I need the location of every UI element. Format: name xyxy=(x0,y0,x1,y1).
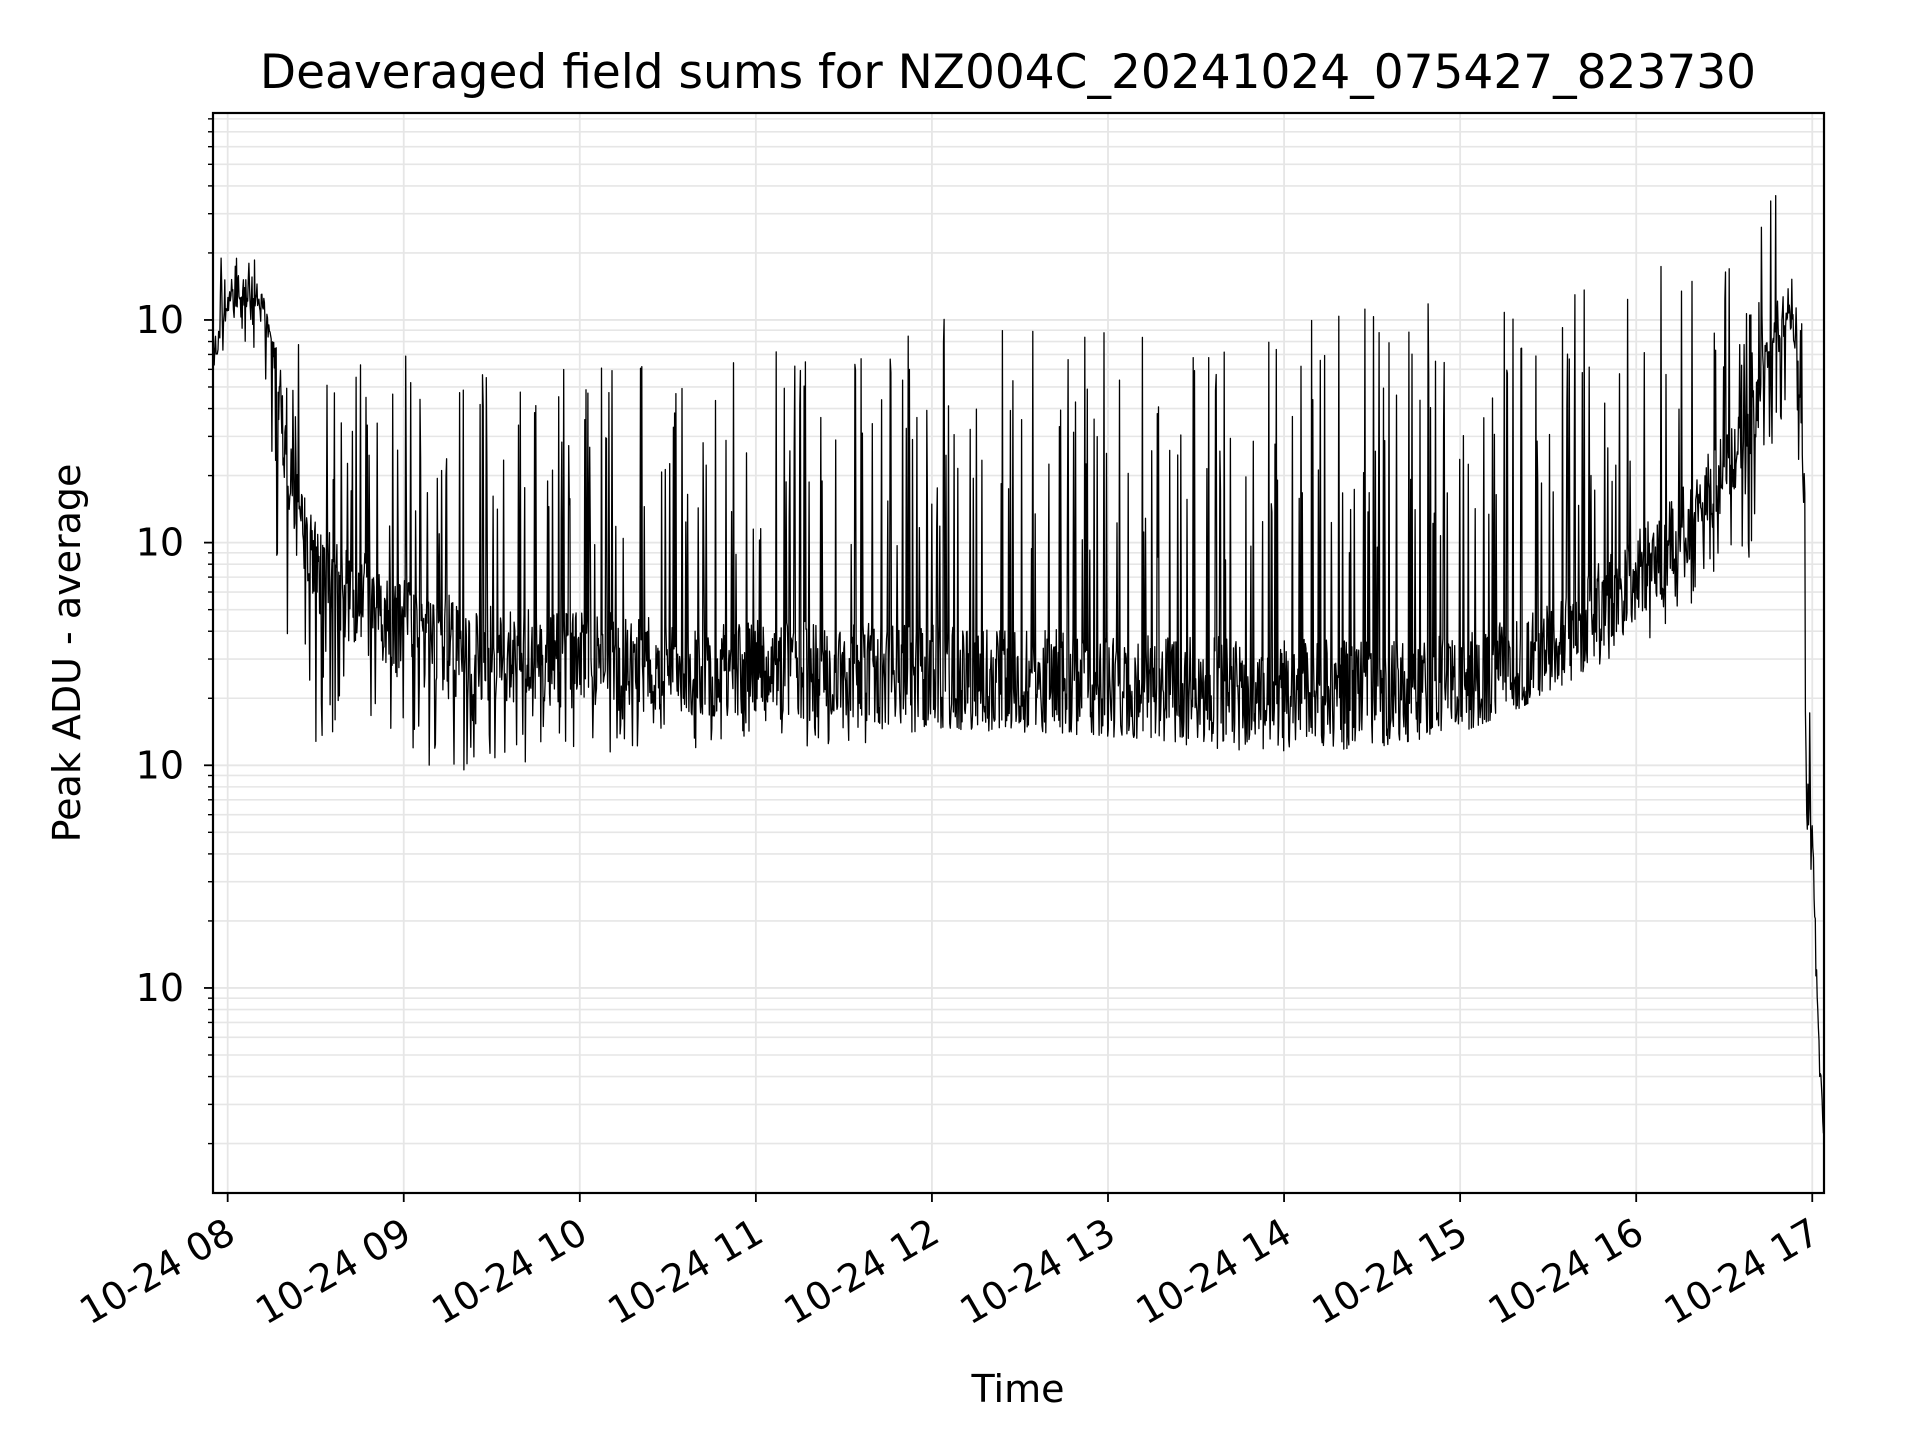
x-tick-label: 10-24 10 xyxy=(424,1210,594,1334)
series-lines xyxy=(212,195,1825,1135)
x-tick-label: 10-24 08 xyxy=(72,1210,242,1334)
x-tick-label: 10-24 11 xyxy=(600,1210,770,1334)
y-tick-label: 10 xyxy=(136,521,184,565)
grid xyxy=(213,113,1824,1193)
y-axis: 103104105106 xyxy=(136,118,213,1145)
x-tick-label: 10-24 16 xyxy=(1481,1210,1651,1334)
x-axis-label: Time xyxy=(971,1367,1065,1411)
x-axis: 10-24 08 10-24 09 10-24 10 10-24 11 10-24 12… xyxy=(72,1193,1827,1333)
x-tick-label: 10-24 17 xyxy=(1657,1210,1827,1334)
y-tick-label: 10 xyxy=(136,966,184,1010)
plot-frame xyxy=(211,111,1826,1195)
x-tick-label: 10-24 15 xyxy=(1305,1210,1475,1334)
chart-title: Deaveraged field sums for NZ004C_2024102… xyxy=(260,45,1756,100)
series-line xyxy=(212,195,1825,1135)
y-tick-label: 10 xyxy=(136,743,184,787)
y-axis-label: Peak ADU - average xyxy=(45,464,89,843)
x-tick-label: 10-24 09 xyxy=(248,1210,418,1334)
x-tick-label: 10-24 13 xyxy=(953,1210,1123,1334)
x-tick-label: 10-24 12 xyxy=(776,1210,946,1334)
y-tick-label: 10 xyxy=(136,298,184,342)
x-tick-label: 10-24 14 xyxy=(1129,1210,1299,1334)
